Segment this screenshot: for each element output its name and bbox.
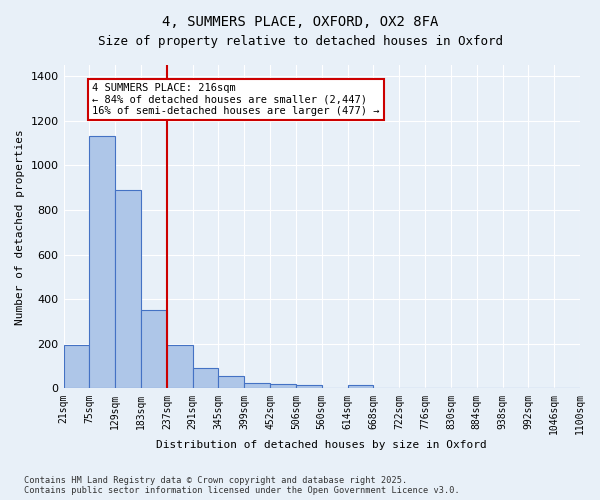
- Bar: [167, 345, 193, 389]
- Bar: [89, 136, 115, 388]
- Bar: [270, 384, 296, 388]
- Bar: [244, 383, 270, 388]
- Bar: [296, 385, 322, 388]
- Bar: [64, 345, 89, 389]
- Bar: [115, 190, 141, 388]
- Text: Contains HM Land Registry data © Crown copyright and database right 2025.
Contai: Contains HM Land Registry data © Crown c…: [24, 476, 460, 495]
- Text: 4, SUMMERS PLACE, OXFORD, OX2 8FA: 4, SUMMERS PLACE, OXFORD, OX2 8FA: [162, 15, 438, 29]
- X-axis label: Distribution of detached houses by size in Oxford: Distribution of detached houses by size …: [157, 440, 487, 450]
- Bar: [218, 376, 244, 388]
- Bar: [347, 385, 373, 388]
- Bar: [141, 310, 167, 388]
- Bar: [193, 368, 218, 388]
- Text: 4 SUMMERS PLACE: 216sqm
← 84% of detached houses are smaller (2,447)
16% of semi: 4 SUMMERS PLACE: 216sqm ← 84% of detache…: [92, 83, 379, 116]
- Y-axis label: Number of detached properties: Number of detached properties: [15, 129, 25, 324]
- Text: Size of property relative to detached houses in Oxford: Size of property relative to detached ho…: [97, 35, 503, 48]
